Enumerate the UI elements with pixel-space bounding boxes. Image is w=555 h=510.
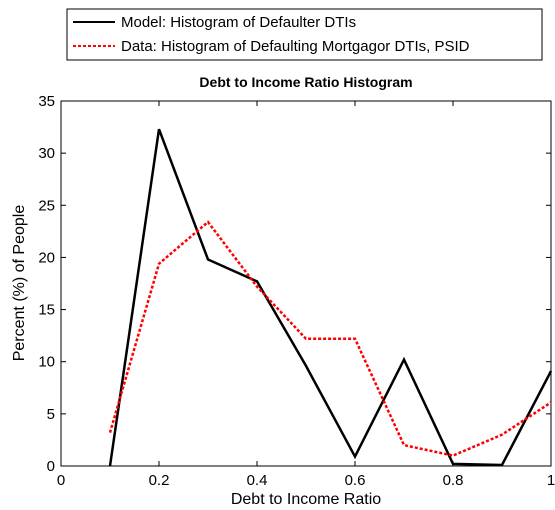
- series-line-1: [108, 220, 552, 457]
- y-axis-title: Percent (%) of People: [11, 205, 28, 362]
- x-tick-label: 1: [547, 472, 555, 489]
- x-tick-label: 0: [57, 472, 65, 489]
- x-tick-label: 0.6: [345, 472, 366, 489]
- series-lines: [108, 128, 553, 467]
- legend-label-model: Model: Histogram of Defaulter DTIs: [121, 14, 356, 31]
- series-line-0: [108, 128, 553, 467]
- y-tick-label: 15: [38, 302, 55, 319]
- y-tick-label: 25: [38, 197, 55, 214]
- plot-area: [60, 100, 552, 467]
- y-tick-label: 30: [38, 145, 55, 162]
- x-tick-label: 0.4: [247, 472, 268, 489]
- legend-box: [66, 8, 543, 61]
- legend-label-data: Data: Histogram of Defaulting Mortgagor …: [121, 38, 470, 55]
- x-tick-label: 0.2: [149, 472, 170, 489]
- y-tick-label: 35: [38, 93, 55, 110]
- x-axis-title: Debt to Income Ratio: [231, 491, 381, 508]
- y-tick-label: 0: [47, 458, 55, 475]
- y-tick-label: 5: [47, 406, 55, 423]
- chart-title: Debt to Income Ratio Histogram: [199, 74, 412, 90]
- y-tick-label: 20: [38, 249, 55, 266]
- x-tick-label: 0.8: [443, 472, 464, 489]
- legend: Model: Histogram of Defaulter DTIs Data:…: [66, 8, 543, 61]
- y-tick-label: 10: [38, 354, 55, 371]
